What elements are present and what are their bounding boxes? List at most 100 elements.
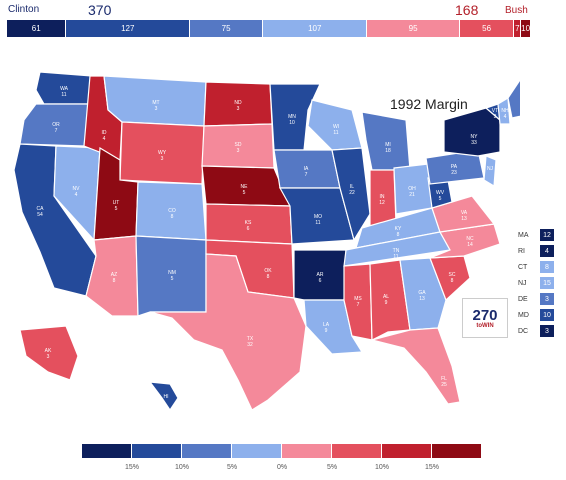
state-label-al: AL 9: [383, 294, 389, 306]
state-mo[interactable]: [278, 187, 355, 245]
state-label-ok: OK 8: [264, 268, 272, 280]
state-ak[interactable]: [19, 325, 79, 381]
state-label-ak: AK 3: [45, 348, 52, 360]
legend-label: 15%: [424, 464, 440, 471]
legend-label: 15%: [124, 464, 140, 471]
map-title: 1992 Margin: [390, 96, 468, 112]
dem-candidate-name: Clinton: [8, 4, 40, 15]
state-label-mo: MO 11: [314, 214, 322, 226]
state-fl[interactable]: [371, 327, 461, 405]
state-label-sd: SD 3: [235, 142, 242, 154]
state-label-la: LA 9: [323, 322, 330, 334]
state-label-tn: TN 11: [393, 248, 400, 260]
state-label-nj: NJ: [487, 166, 494, 172]
small-state-name: MD: [518, 311, 529, 319]
state-ms[interactable]: [343, 263, 373, 341]
small-state-ev-box: 3: [540, 293, 554, 305]
state-label-ky: KY 8: [395, 226, 402, 238]
legend-label: 5%: [226, 464, 238, 471]
legend-swatch: [232, 444, 282, 458]
ev-segment: 107: [263, 20, 368, 37]
small-state-row-ri[interactable]: RI 4: [518, 244, 560, 258]
legend-swatch: [382, 444, 432, 458]
ev-segment: 95: [367, 20, 460, 37]
small-state-ev-box: 12: [540, 229, 554, 241]
small-state-name: CT: [518, 263, 528, 271]
state-label-wi: WI 11: [333, 124, 339, 136]
state-label-ar: AR 6: [317, 272, 324, 284]
state-label-wa: WA 11: [60, 86, 69, 98]
state-label-hi: HI: [164, 394, 169, 400]
ev-segment: 127: [66, 20, 191, 37]
state-label-nc: NC 14: [466, 236, 474, 248]
small-state-row-ma[interactable]: MA 12: [518, 228, 560, 242]
logo-number: 270: [472, 306, 498, 324]
state-label-nm: NM 5: [168, 270, 176, 282]
state-or[interactable]: [19, 103, 91, 147]
legend-label: 10%: [174, 464, 190, 471]
state-label-id: ID 4: [102, 130, 107, 142]
small-state-row-de[interactable]: DE 3: [518, 292, 560, 306]
state-ny[interactable]: [443, 107, 501, 157]
270towin-logo: 270 toWIN: [462, 298, 508, 338]
state-mn[interactable]: [269, 83, 321, 151]
small-state-row-md[interactable]: MD 10: [518, 308, 560, 322]
state-il[interactable]: [331, 147, 371, 242]
state-hi[interactable]: [148, 381, 179, 412]
small-state-ev-box: 10: [540, 309, 554, 321]
legend-label: 5%: [326, 464, 338, 471]
small-state-row-nj[interactable]: NJ 15: [518, 276, 560, 290]
state-label-sc: SC 8: [449, 272, 456, 284]
state-al[interactable]: [369, 259, 411, 341]
legend-swatch: [432, 444, 482, 458]
state-label-ia: IA 7: [304, 166, 309, 178]
small-state-name: DE: [518, 295, 528, 303]
state-label-co: CO 8: [168, 208, 176, 220]
state-label-wy: WY 3: [158, 150, 167, 162]
dem-electoral-total: 370: [88, 2, 112, 18]
small-state-row-ct[interactable]: CT 8: [518, 260, 560, 274]
state-label-ny: NY 33: [471, 134, 479, 146]
state-tx[interactable]: [149, 253, 307, 411]
state-label-mi: MI 18: [385, 142, 391, 154]
state-ga[interactable]: [399, 257, 447, 331]
small-state-ev-box: 8: [540, 261, 554, 273]
state-mi[interactable]: [361, 111, 411, 171]
state-label-in: IN 12: [379, 194, 385, 206]
legend-swatch: [282, 444, 332, 458]
small-state-ev-box: 4: [540, 245, 554, 257]
state-nh[interactable]: [497, 96, 511, 125]
state-label-va: VA 13: [461, 210, 468, 222]
state-label-fl: FL 25: [441, 376, 447, 388]
legend-swatch: [182, 444, 232, 458]
state-label-ks: KS 6: [245, 220, 252, 232]
small-state-name: DC: [518, 327, 529, 335]
state-label-mn: MN 10: [288, 114, 296, 126]
small-state-name: MA: [518, 231, 529, 239]
state-label-nv: NV 4: [73, 186, 81, 198]
small-state-row-dc[interactable]: DC 3: [518, 324, 560, 338]
state-label-il: IL 22: [349, 184, 355, 196]
state-label-ut: UT 5: [113, 200, 120, 212]
legend-label: 10%: [374, 464, 390, 471]
state-label-pa: PA 23: [451, 164, 458, 176]
state-me[interactable]: [507, 74, 520, 119]
small-state-name: RI: [518, 247, 525, 255]
ev-segment: 7: [514, 20, 522, 37]
legend-swatch: [332, 444, 382, 458]
rep-candidate-name: Bush: [505, 5, 528, 16]
state-label-ne: NE 5: [241, 184, 249, 196]
state-nj[interactable]: [483, 155, 497, 188]
state-label-ms: MS 7: [354, 296, 362, 308]
small-state-ev-box: 15: [540, 277, 554, 289]
state-label-mt: MT 3: [152, 100, 159, 112]
rep-electoral-total: 168: [455, 2, 479, 18]
margin-legend: [82, 444, 482, 458]
ev-segment: 61: [7, 20, 67, 37]
state-label-tx: TX 32: [247, 336, 254, 348]
state-label-vt: VT 3: [492, 108, 498, 120]
state-label-nh: NH 4: [501, 108, 509, 120]
legend-swatch: [132, 444, 182, 458]
state-va[interactable]: [431, 195, 496, 233]
ev-segment: 75: [190, 20, 264, 37]
